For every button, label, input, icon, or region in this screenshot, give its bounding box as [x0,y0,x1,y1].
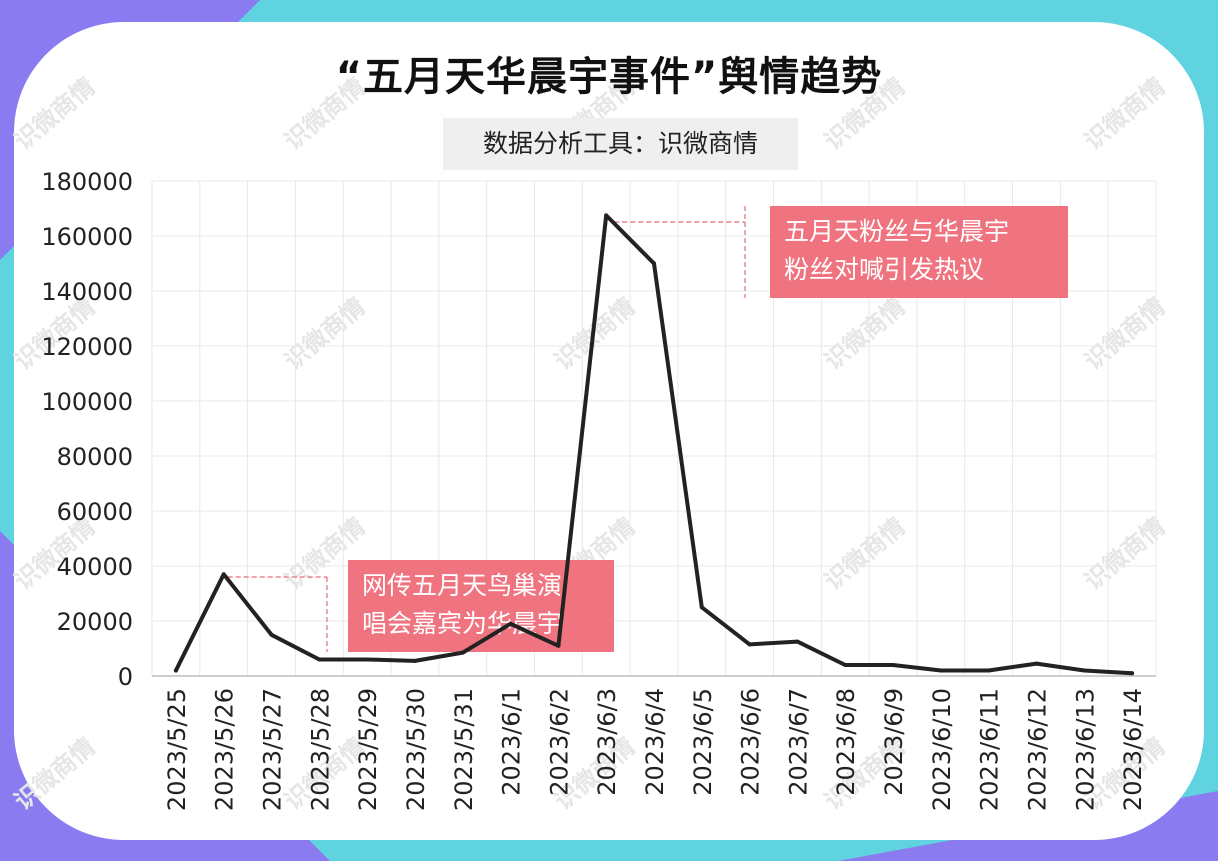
watermark-text: 识微商情 [819,512,911,595]
x-tick-label: 2023/6/12 [1023,688,1051,811]
annotation-text: 粉丝对喊引发热议 [784,255,984,284]
y-tick-label: 40000 [57,553,133,581]
annotation-text: 五月天粉丝与华晨宇 [784,217,1009,246]
series-layer [173,213,1135,676]
x-tick-label: 2023/6/14 [1119,688,1147,811]
x-tick-label: 2023/6/3 [593,688,621,796]
x-tick-label: 2023/6/9 [880,688,908,796]
x-tick-label: 2023/6/6 [737,688,765,796]
data-point [1034,661,1039,666]
y-tick-label: 60000 [57,498,133,526]
x-tick-label: 2023/6/10 [928,688,956,811]
x-tick-label: 2023/5/26 [211,688,239,811]
x-tick-label: 2023/6/4 [641,688,669,796]
watermark-text: 识微商情 [9,732,101,815]
y-tick-label: 0 [118,663,133,691]
x-tick-label: 2023/6/7 [784,688,812,796]
annotation-text: 网传五月天鸟巢演 [362,571,562,600]
data-point [460,650,465,655]
data-point [221,572,226,577]
y-tick-label: 140000 [41,278,133,306]
x-tick-label: 2023/5/28 [306,688,334,811]
data-point [747,642,752,647]
data-point [1130,671,1135,676]
annotation-box [348,560,614,652]
y-tick-label: 20000 [57,608,133,636]
data-point [986,668,991,673]
y-tick-label: 180000 [41,168,133,196]
data-point [938,668,943,673]
grid-layer [151,180,1157,677]
data-point [412,658,417,663]
x-axis-ticks: 2023/5/25 2023/5/26 2023/5/27 2023/5/28 2023… [163,688,1147,811]
data-point [173,668,178,673]
data-point [365,657,370,662]
y-tick-label: 100000 [41,388,133,416]
x-tick-label: 2023/6/1 [498,688,526,796]
watermark-text: 识微商情 [279,292,371,375]
x-tick-label: 2023/5/31 [450,688,478,811]
watermark-text: 识微商情 [1079,512,1171,595]
x-tick-label: 2023/5/30 [402,688,430,811]
data-point [1082,668,1087,673]
y-tick-label: 160000 [41,223,133,251]
data-point [508,621,513,626]
x-tick-label: 2023/5/27 [259,688,287,811]
data-point [699,605,704,610]
y-tick-label: 80000 [57,443,133,471]
x-tick-label: 2023/6/2 [545,688,573,796]
data-point [843,663,848,667]
data-point [269,632,274,637]
x-tick-label: 2023/5/29 [354,688,382,811]
watermark-text: 识微商情 [819,292,911,375]
data-point [317,657,322,662]
data-point [795,639,800,644]
data-point [556,643,561,648]
x-tick-label: 2023/6/8 [832,688,860,796]
y-axis-ticks: 0 20000 40000 60000 80000 100000 120000 140000 1… [41,168,133,691]
data-point [652,261,656,266]
data-point [891,663,896,667]
watermark-text: 识微商情 [1079,292,1171,375]
y-tick-label: 120000 [41,333,133,361]
x-tick-label: 2023/6/11 [976,688,1004,811]
chart-title: “五月天华晨宇事件”舆情趋势 [335,54,883,100]
x-tick-label: 2023/6/13 [1071,688,1099,811]
data-point [604,213,609,218]
annotation-box [770,206,1068,298]
x-tick-label: 2023/6/5 [689,688,717,796]
x-tick-label: 2023/5/25 [163,688,191,811]
chart-subtitle: 数据分析工具：识微商情 [443,118,798,170]
